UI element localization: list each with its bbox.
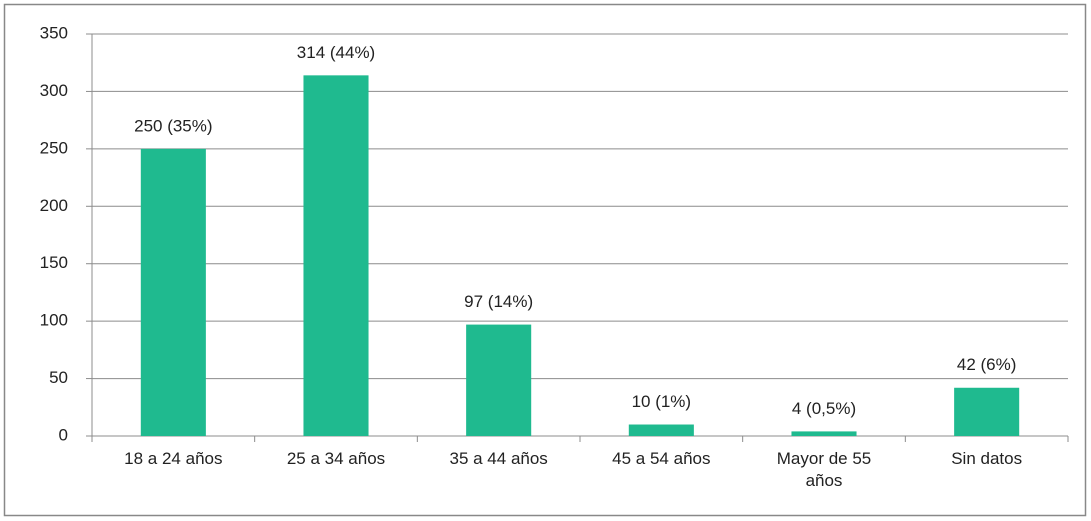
y-tick-label: 250 bbox=[40, 138, 68, 157]
x-tick-label: 18 a 24 años bbox=[124, 449, 223, 468]
data-label: 10 (1%) bbox=[632, 392, 692, 411]
bar bbox=[303, 75, 369, 436]
bar bbox=[628, 424, 694, 436]
x-tick-label: 25 a 34 años bbox=[286, 449, 386, 468]
data-label: 314 (44%) bbox=[297, 43, 375, 62]
y-tick-label: 0 bbox=[59, 425, 68, 444]
data-label: 97 (14%) bbox=[464, 292, 533, 311]
bar bbox=[954, 387, 1020, 436]
bar bbox=[140, 148, 206, 436]
data-label: 42 (6%) bbox=[957, 355, 1017, 374]
x-tick-label: Sin datos bbox=[951, 449, 1023, 468]
y-tick-label: 300 bbox=[40, 81, 68, 100]
y-tick-label: 100 bbox=[40, 311, 68, 330]
bar bbox=[466, 324, 532, 436]
y-tick-label: 200 bbox=[40, 196, 68, 215]
y-tick-label: 50 bbox=[49, 368, 68, 387]
data-label: 250 (35%) bbox=[134, 116, 212, 135]
data-label: 4 (0,5%) bbox=[792, 399, 856, 418]
x-tick-label: 45 a 54 años bbox=[612, 449, 711, 468]
x-tick-label: Mayor de 55 años bbox=[776, 449, 872, 490]
y-tick-label: 350 bbox=[40, 23, 68, 42]
x-tick-label: 35 a 44 años bbox=[449, 449, 548, 468]
y-tick-label: 150 bbox=[40, 253, 68, 272]
bar bbox=[791, 431, 857, 436]
